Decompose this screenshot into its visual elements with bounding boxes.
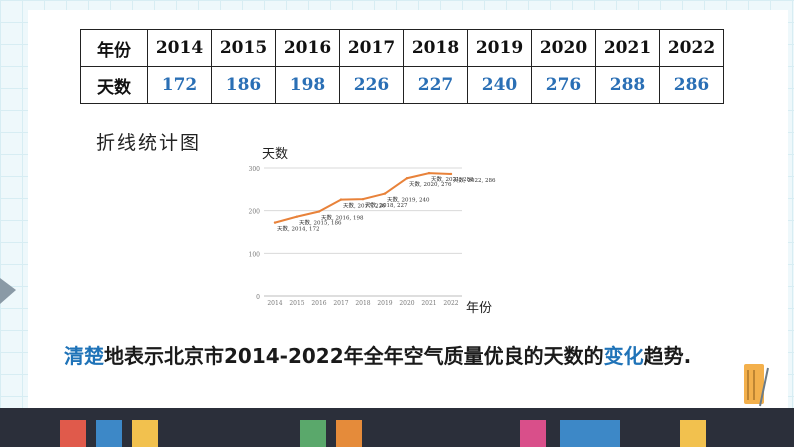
data-label: 天数, 2015, 186 bbox=[299, 219, 342, 227]
x-tick-label: 2019 bbox=[377, 300, 392, 307]
data-label: 天数, 2014, 172 bbox=[277, 225, 320, 233]
data-label: 天数, 2020, 276 bbox=[409, 180, 452, 188]
days-cell: 240 bbox=[467, 66, 532, 104]
year-cell: 2020 bbox=[531, 29, 596, 67]
decor-block bbox=[60, 420, 86, 447]
data-label: 天数, 2021, 288 bbox=[431, 175, 474, 183]
x-tick-label: 2015 bbox=[289, 300, 304, 307]
y-tick-label: 300 bbox=[249, 166, 261, 173]
data-label: 天数, 2018, 227 bbox=[365, 201, 408, 209]
data-point bbox=[361, 197, 365, 201]
table-header-days: 天数 bbox=[80, 66, 148, 104]
x-tick-label: 2021 bbox=[421, 300, 436, 307]
decor-block bbox=[132, 420, 158, 447]
data-point bbox=[383, 192, 387, 195]
days-cell: 198 bbox=[275, 66, 340, 104]
y-axis-label: 天数 bbox=[262, 147, 288, 162]
data-point bbox=[339, 198, 343, 201]
decor-block bbox=[336, 420, 362, 447]
table-row-days: 天数 172 186 198 226 227 240 276 288 286 bbox=[80, 66, 724, 104]
decor-block bbox=[680, 420, 706, 447]
x-tick-label: 2014 bbox=[267, 300, 282, 307]
decor-block bbox=[560, 420, 620, 447]
y-tick-label: 200 bbox=[249, 209, 261, 216]
days-cell: 186 bbox=[211, 66, 276, 104]
days-cell: 226 bbox=[339, 66, 404, 104]
bottom-decoration-strip bbox=[0, 408, 794, 447]
ruler-compass-decoration bbox=[738, 360, 778, 408]
data-point bbox=[427, 171, 431, 175]
caption-highlight-change: 变化 bbox=[603, 344, 644, 368]
x-axis-label: 年份 bbox=[466, 301, 492, 316]
year-cell: 2017 bbox=[339, 29, 404, 67]
decor-block bbox=[520, 420, 546, 447]
table-header-years: 年份 bbox=[80, 29, 148, 67]
table-row-years: 年份 2014 2015 2016 2017 2018 2019 2020 20… bbox=[80, 29, 724, 67]
year-cell: 2014 bbox=[147, 29, 212, 67]
days-cell: 172 bbox=[147, 66, 212, 104]
x-tick-label: 2017 bbox=[333, 300, 348, 307]
data-label: 天数, 2017, 226 bbox=[343, 202, 386, 210]
y-tick-label: 0 bbox=[256, 294, 260, 301]
caption-body: 地表示北京市2014-2022年全年空气质量优良的天数的 bbox=[104, 344, 604, 368]
year-cell: 2016 bbox=[275, 29, 340, 67]
year-cell: 2019 bbox=[467, 29, 532, 67]
year-cell: 2021 bbox=[595, 29, 660, 67]
x-tick-label: 2016 bbox=[311, 300, 326, 307]
data-label: 天数, 2022, 286 bbox=[453, 176, 496, 184]
data-point bbox=[405, 177, 409, 180]
data-table: 年份 2014 2015 2016 2017 2018 2019 2020 20… bbox=[80, 29, 724, 104]
days-cell: 288 bbox=[595, 66, 660, 104]
data-label: 天数, 2019, 240 bbox=[387, 196, 430, 204]
days-cell: 276 bbox=[531, 66, 596, 104]
data-point bbox=[317, 210, 321, 213]
year-cell: 2022 bbox=[659, 29, 724, 67]
decor-block bbox=[300, 420, 326, 447]
year-cell: 2018 bbox=[403, 29, 468, 67]
data-point bbox=[273, 221, 277, 224]
data-label: 天数, 2016, 198 bbox=[321, 214, 364, 222]
days-cell: 227 bbox=[403, 66, 468, 104]
data-point bbox=[295, 215, 299, 218]
days-cell: 286 bbox=[659, 66, 724, 104]
decor-block bbox=[96, 420, 122, 447]
left-decoration bbox=[0, 270, 20, 310]
x-tick-label: 2020 bbox=[399, 300, 414, 307]
line-chart: 天数 0 100 200 300 2014 2015 2016 2017 2018 2019 2020… bbox=[249, 147, 496, 316]
caption-text: 清楚地表示北京市2014-2022年全年空气质量优良的天数的变化趋势. bbox=[64, 340, 691, 369]
x-tick-label: 2022 bbox=[443, 300, 458, 307]
y-tick-label: 100 bbox=[249, 251, 261, 258]
caption-highlight-clear: 清楚 bbox=[64, 344, 104, 368]
x-tick-label: 2018 bbox=[355, 300, 370, 307]
chart-heading: 折线统计图 bbox=[96, 132, 202, 154]
data-point bbox=[449, 172, 453, 176]
caption-end: 趋势. bbox=[643, 344, 692, 368]
year-cell: 2015 bbox=[211, 29, 276, 67]
